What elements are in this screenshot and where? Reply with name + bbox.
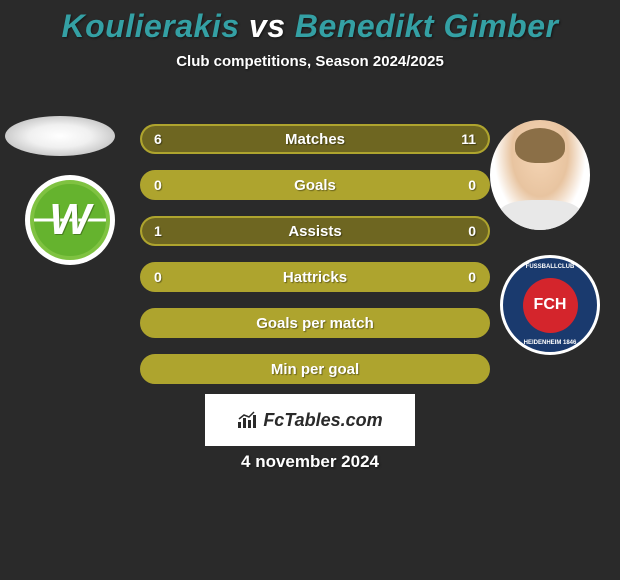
player1-club-badge [25,175,115,265]
stat-label: Goals per match [142,310,488,336]
stat-row: Goals0 0 [140,170,490,200]
stat-value-right: 0 [468,172,476,198]
club-text-top: FUSSBALLCLUB [503,264,597,270]
heidenheim-icon: FCH [523,278,578,333]
club-text-bottom: HEIDENHEIM 1846 [503,340,597,346]
wolfsburg-icon [30,180,110,260]
title-player1: Koulierakis [62,8,240,44]
stat-row: Min per goal [140,354,490,384]
title-vs: vs [249,8,286,44]
watermark: FcTables.com [205,394,415,446]
player1-avatar-placeholder [5,116,115,156]
stat-row: Goals per match [140,308,490,338]
subtitle: Club competitions, Season 2024/2025 [0,53,620,70]
page-title: Koulierakis vs Benedikt Gimber [0,0,620,45]
stat-value-right: 0 [468,218,476,244]
stat-value-left: 0 [154,264,162,290]
chart-icon [237,411,259,429]
date-text: 4 november 2024 [0,452,620,472]
stat-value-left: 6 [154,126,162,152]
stat-value-right: 0 [468,264,476,290]
stat-value-right: 11 [461,126,476,152]
stat-value-left: 1 [154,218,162,244]
stats-bars: Matches611Goals00Assists10Hattricks00Goa… [140,124,490,400]
title-player2: Benedikt Gimber [295,8,559,44]
watermark-text: FcTables.com [263,410,382,431]
stat-label: Matches [142,126,488,152]
stat-row: Assists1 0 [140,216,490,246]
player2-club-badge: FUSSBALLCLUB FCH HEIDENHEIM 1846 [500,255,600,355]
stat-label: Assists [142,218,488,244]
stat-value-left: 0 [154,172,162,198]
comparison-infographic: Koulierakis vs Benedikt Gimber Club comp… [0,0,620,580]
stat-label: Min per goal [142,356,488,382]
player2-avatar [490,120,590,230]
stat-label: Hattricks [142,264,488,290]
stat-row: Matches6 11 [140,124,490,154]
stat-row: Hattricks0 0 [140,262,490,292]
stat-label: Goals [142,172,488,198]
